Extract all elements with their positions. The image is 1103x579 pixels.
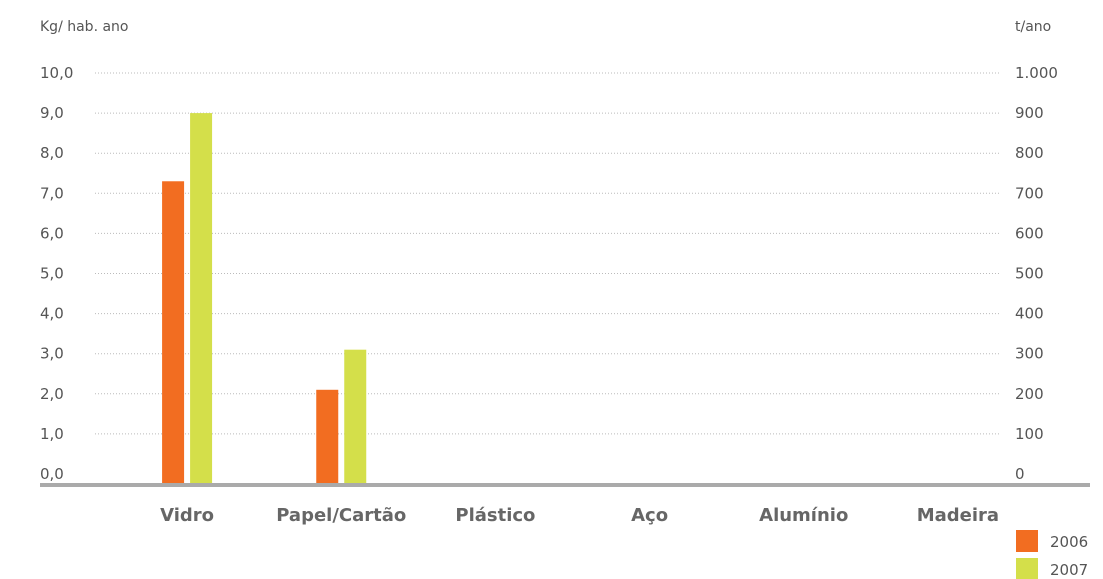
right-tick-label: 300: [1015, 345, 1044, 363]
bar-2007: [190, 113, 213, 483]
right-tick-label: 600: [1015, 224, 1044, 242]
left-tick-label: 6,0: [40, 224, 64, 242]
right-tick-label: 900: [1015, 104, 1044, 122]
left-tick-label: 1,0: [40, 425, 64, 443]
left-tick-label: 10,0: [40, 64, 73, 82]
left-tick-label: 4,0: [40, 305, 64, 323]
legend: 2006 2007: [1016, 530, 1088, 579]
category-label: Madeira: [917, 505, 999, 526]
left-axis-ticks: 0,0 1,0 2,0 3,0 4,0 5,0 6,0 7,0 8,0 9,0 10,0: [40, 64, 73, 483]
right-tick-label: 400: [1015, 305, 1044, 323]
legend-label: 2006: [1050, 533, 1088, 551]
right-axis-ticks: 0 100 200 300 400 500 600 700 800 900 1.000: [1015, 64, 1058, 483]
category-label: Aço: [631, 505, 668, 526]
category-labels: Vidro Papel/Cartão Plástico Aço Alumínio Made…: [160, 505, 999, 526]
right-tick-label: 700: [1015, 184, 1044, 202]
right-tick-label: 0: [1015, 465, 1025, 483]
left-tick-label: 3,0: [40, 345, 64, 363]
category-label: Plástico: [455, 505, 535, 526]
left-tick-label: 9,0: [40, 104, 64, 122]
bar-2006: [162, 181, 185, 483]
category-label: Papel/Cartão: [276, 505, 406, 526]
bar-2006: [316, 389, 339, 483]
left-tick-label: 8,0: [40, 144, 64, 162]
legend-swatch: [1016, 558, 1038, 579]
left-axis-title: Kg/ hab. ano: [40, 19, 129, 35]
right-tick-label: 500: [1015, 265, 1044, 283]
right-axis-title: t/ano: [1015, 19, 1051, 35]
category-label: Vidro: [160, 505, 214, 526]
right-tick-label: 100: [1015, 425, 1044, 443]
bar-2007: [344, 349, 367, 483]
legend-swatch: [1016, 530, 1038, 552]
left-tick-label: 7,0: [40, 184, 64, 202]
left-tick-label: 2,0: [40, 385, 64, 403]
legend-label: 2007: [1050, 561, 1088, 579]
left-tick-label: 0,0: [40, 465, 64, 483]
category-label: Alumínio: [759, 505, 848, 526]
bars: [162, 113, 367, 483]
right-tick-label: 200: [1015, 385, 1044, 403]
right-tick-label: 800: [1015, 144, 1044, 162]
left-tick-label: 5,0: [40, 265, 64, 283]
right-tick-label: 1.000: [1015, 64, 1058, 82]
gridlines: [95, 72, 1000, 435]
